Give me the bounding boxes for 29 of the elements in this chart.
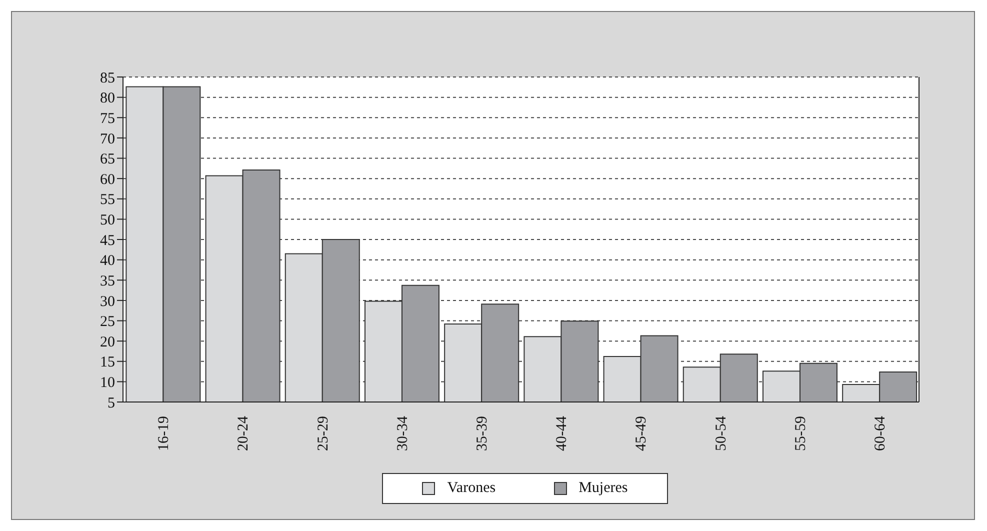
y-tick-label: 45 [100,232,115,249]
legend-label: Mujeres [578,480,628,497]
y-tick-label: 10 [100,375,115,392]
y-tick-label: 40 [100,253,115,270]
y-tick-label: 15 [100,354,115,371]
y-tick-label: 55 [100,192,115,208]
x-tick-label: 30-34 [394,416,411,451]
x-tick-label: 60-64 [872,416,888,451]
x-tick-label: 35-39 [474,416,490,451]
y-tick-label: 20 [100,334,115,350]
y-tick-label: 30 [100,294,115,310]
y-tick-label: 35 [100,273,115,290]
x-tick-label: 25-29 [315,416,332,451]
x-tick-label: 20-24 [236,416,252,451]
y-tick-label: 80 [100,90,115,107]
x-tick-label: 45-49 [634,416,650,451]
y-tick-label: 65 [100,152,115,168]
y-tick-label: 25 [100,314,115,330]
y-tick-label: 50 [100,212,115,229]
legend-label: Varones [447,480,496,497]
y-tick-label: 85 [100,70,115,86]
x-tick-label: 40-44 [554,416,570,451]
y-tick-label: 75 [100,110,115,127]
y-tick-label: 60 [100,172,115,188]
y-tick-label: 5 [108,395,115,412]
x-tick-label: 55-59 [792,416,809,451]
x-tick-label: 50-54 [713,416,730,451]
y-tick-label: 70 [100,131,115,148]
x-tick-label: 16-19 [156,416,172,451]
